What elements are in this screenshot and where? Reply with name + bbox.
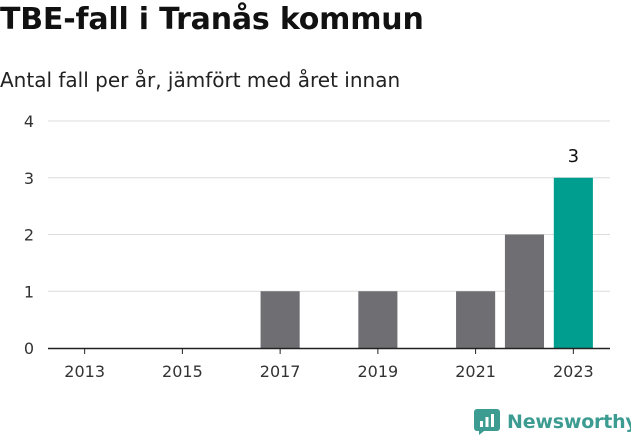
brand-name: Newsworthy — [507, 411, 631, 433]
x-tick-label: 2015 — [162, 362, 203, 381]
chart-title: TBE-fall i Tranås kommun — [0, 2, 424, 37]
y-tick-label: 2 — [24, 226, 34, 245]
data-label: 3 — [568, 146, 579, 167]
newsworthy-brand: Newsworthy — [474, 407, 631, 437]
bar-2019 — [358, 291, 398, 348]
y-axis-ticks: 0 1 2 3 4 — [24, 112, 34, 358]
x-tick-label: 2017 — [260, 362, 301, 381]
y-tick-label: 4 — [24, 112, 34, 131]
chart-subtitle: Antal fall per år, jämfört med året inna… — [0, 68, 401, 92]
bar-2023 — [553, 177, 593, 348]
data-labels: 3 — [568, 146, 579, 167]
bar-chart-logo-icon — [474, 409, 500, 435]
x-tick-label: 2013 — [64, 362, 105, 381]
bar-2022 — [504, 234, 545, 348]
bars — [260, 177, 593, 348]
x-tick-label: 2021 — [455, 362, 496, 381]
bar-chart: 0 1 2 3 4 2013 2015 2017 2019 2021 2023 3 — [24, 112, 610, 381]
y-tick-label: 3 — [24, 169, 34, 188]
y-tick-label: 0 — [24, 339, 34, 358]
x-tick-label: 2023 — [553, 362, 594, 381]
x-axis-ticks: 2013 2015 2017 2019 2021 2023 — [64, 348, 594, 381]
x-tick-label: 2019 — [358, 362, 399, 381]
bar-2021 — [456, 291, 496, 348]
y-tick-label: 1 — [24, 282, 34, 301]
bar-2017 — [260, 291, 300, 348]
